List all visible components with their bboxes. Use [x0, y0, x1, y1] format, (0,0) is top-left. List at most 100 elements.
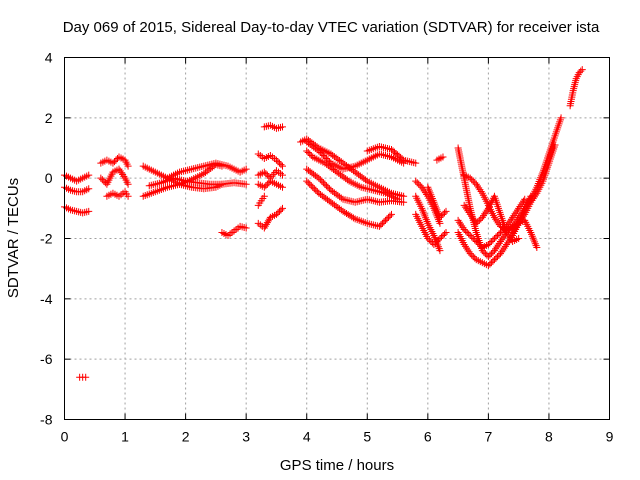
y-axis-label: SDTVAR / TECUs: [5, 178, 22, 298]
data-point-interp: [493, 253, 501, 261]
data-point-interp: [481, 250, 489, 258]
data-point-interp: [495, 239, 503, 247]
series-track-36: [566, 66, 586, 110]
data-point-interp: [489, 257, 497, 265]
x-tick-label: 9: [606, 429, 614, 445]
series-track-24: [363, 142, 420, 167]
data-point-interp: [506, 217, 514, 225]
data-point-interp: [277, 161, 285, 169]
data-point: [484, 241, 492, 249]
data-point: [509, 228, 517, 236]
data-point-interp: [499, 234, 507, 242]
data-point-interp: [265, 179, 273, 187]
data-point-interp: [380, 218, 388, 226]
x-tick-label: 8: [545, 429, 553, 445]
x-tick-label: 6: [424, 429, 432, 445]
data-point-interp: [461, 242, 469, 250]
data-point-interp: [116, 167, 124, 175]
data-point-interp: [481, 210, 489, 218]
series-track-06: [97, 165, 132, 188]
data-point-interp: [463, 205, 471, 213]
data-points: [61, 66, 586, 381]
data-point: [466, 250, 474, 258]
data-point-interp: [465, 230, 473, 238]
data-point-interp: [312, 186, 320, 194]
y-tick-label: 0: [45, 170, 53, 186]
x-tick-label: 4: [303, 429, 311, 445]
data-point: [442, 207, 450, 215]
data-point: [497, 228, 504, 236]
data-point-interp: [512, 223, 520, 231]
data-point: [454, 216, 462, 224]
data-point-interp: [263, 219, 271, 227]
series-track-20: [303, 147, 402, 203]
data-point-interp: [275, 159, 283, 167]
data-point: [279, 204, 286, 212]
data-point-interp: [473, 182, 481, 190]
data-point-interp: [486, 239, 494, 247]
data-point-interp: [322, 155, 330, 163]
data-point-interp: [499, 246, 507, 254]
data-point-interp: [437, 212, 445, 220]
data-point-interp: [413, 179, 421, 187]
data-point: [436, 235, 444, 242]
data-point-interp: [324, 183, 332, 191]
data-point-interp: [464, 207, 472, 215]
series-track-29: [433, 153, 447, 164]
data-point-interp: [437, 233, 445, 241]
data-point-interp: [415, 180, 423, 188]
data-point: [375, 222, 383, 230]
x-tick-label: 5: [363, 429, 371, 445]
data-point-interp: [492, 233, 500, 241]
data-point-interp: [110, 158, 118, 166]
data-point-interp: [469, 177, 477, 185]
data-point: [478, 213, 486, 221]
data-point: [578, 66, 586, 74]
series-track-32: [454, 195, 529, 252]
data-point: [85, 171, 93, 179]
data-point: [260, 183, 268, 191]
data-point-interp: [494, 219, 502, 227]
data-point: [124, 180, 132, 188]
data-point-interp: [458, 222, 466, 230]
series-track-23: [303, 138, 408, 173]
data-point: [85, 207, 93, 215]
data-point-interp: [263, 180, 271, 188]
data-point: [442, 228, 450, 236]
data-point: [279, 123, 286, 131]
data-point-interp: [475, 241, 483, 249]
data-point: [460, 241, 468, 249]
data-point: [515, 219, 523, 227]
series-track-22: [303, 177, 395, 230]
data-point-interp: [500, 244, 508, 252]
data-point-interp: [343, 176, 351, 184]
series-track-16: [260, 121, 286, 132]
data-point-interp: [463, 244, 471, 252]
data-point: [124, 162, 132, 170]
data-point: [400, 192, 408, 200]
data-point-interp: [321, 180, 329, 188]
x-axis-label: GPS time / hours: [280, 457, 394, 474]
data-point: [260, 224, 268, 232]
data-point-interp: [516, 218, 524, 226]
data-point-interp: [492, 215, 500, 223]
data-point-interp: [461, 203, 469, 211]
data-point: [466, 231, 474, 239]
data-point-interp: [505, 232, 513, 240]
data-point-interp: [306, 150, 314, 158]
data-point: [412, 159, 420, 167]
data-point-interp: [322, 182, 330, 190]
data-point: [124, 192, 132, 200]
data-point-interp: [319, 152, 327, 160]
series-track-04: [76, 373, 90, 381]
data-point: [466, 174, 474, 182]
series-track-03: [61, 203, 93, 217]
data-point-interp: [433, 238, 441, 246]
series-track-11: [163, 159, 250, 182]
data-point: [424, 235, 432, 242]
data-point: [490, 213, 498, 221]
data-point-interp: [486, 260, 494, 268]
data-point-interp: [469, 235, 477, 242]
data-point-interp: [471, 236, 479, 244]
